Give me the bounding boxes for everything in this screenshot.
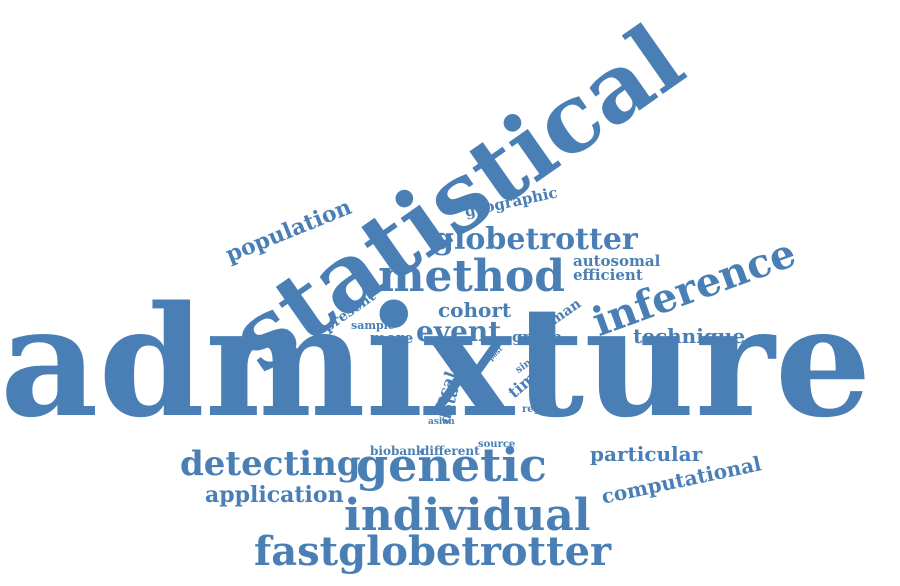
word-biobank: biobank	[370, 444, 425, 458]
word-genetic: genetic	[356, 438, 547, 492]
word-particular: particular	[590, 442, 703, 466]
word-cohort: cohort	[438, 298, 512, 322]
word-autosomal: autosomal	[573, 252, 661, 270]
word-sample: sample	[351, 319, 395, 332]
word-individual: individual	[344, 490, 591, 541]
word-method: method	[378, 251, 565, 302]
word-different: different	[421, 444, 480, 458]
word-globetrotter: globetrotter	[433, 222, 638, 257]
word-application: application	[205, 482, 344, 508]
word-detecting: detecting	[180, 444, 361, 484]
word-fastglobetrotter: fastglobetrotter	[254, 528, 612, 575]
word-technique: technique	[633, 324, 746, 348]
word-admixture: admixture	[0, 272, 872, 451]
word-insight: insight	[386, 360, 401, 408]
word-efficient: efficient	[573, 266, 643, 284]
word-source: source	[478, 439, 516, 450]
word-group: group	[512, 328, 562, 346]
word-event: event	[416, 315, 502, 348]
word-asian: asian	[428, 417, 455, 427]
word-more: more	[370, 329, 414, 347]
word-region: region	[522, 404, 559, 415]
